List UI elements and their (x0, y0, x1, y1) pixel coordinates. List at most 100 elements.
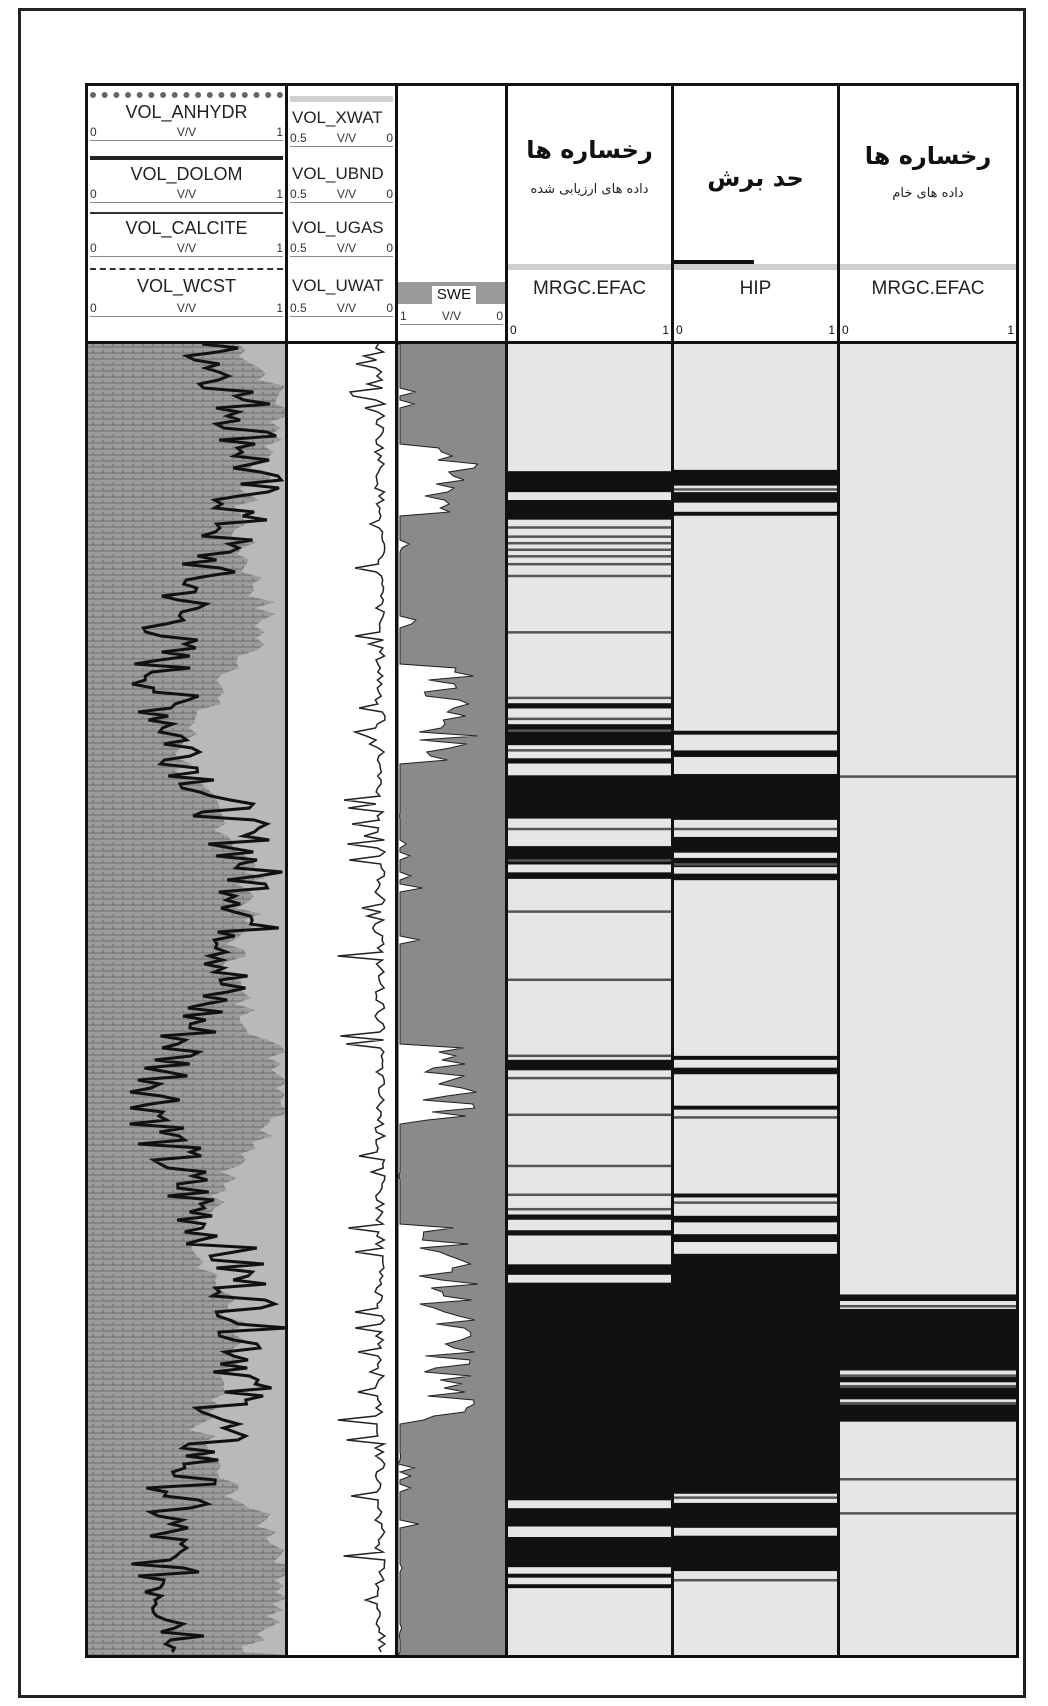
facies-boundary-line (674, 1201, 837, 1204)
facies-boundary-line (508, 859, 671, 862)
scale-unit: V/V (176, 187, 197, 201)
facies-boundary-line (508, 1207, 671, 1211)
facies-band (508, 1230, 671, 1236)
facies-boundary-line (508, 548, 671, 552)
curve-name: VOL_UBND (292, 164, 384, 183)
facies-band (508, 1584, 671, 1589)
facies-boundary-line (508, 696, 671, 700)
cutoff-body (674, 344, 837, 1655)
facies-boundary-line (840, 1512, 1016, 1515)
facies-band (508, 1214, 671, 1220)
facies-band (840, 1294, 1016, 1302)
facies-band (674, 1502, 837, 1528)
scale-unit: V/V (336, 301, 357, 315)
scale-max: 1 (828, 323, 835, 337)
facies-band (674, 469, 837, 486)
facies-boundary-line (674, 1496, 837, 1499)
curve-scale: 0 V/V 1 (90, 186, 283, 203)
facies-band (674, 750, 837, 757)
swe-header: SWE 1 V/V 0 (398, 86, 505, 344)
facies-boundary-line (840, 1401, 1016, 1405)
lithology-header: VOL_ANHYDR 0 V/V 1 VOL_DOLOM 0 V/V 1 VOL… (88, 86, 285, 344)
facies-band (840, 1308, 1016, 1371)
facies-band (674, 511, 837, 516)
anhydrite-area (175, 344, 285, 1655)
scale-min: 0 (676, 323, 683, 337)
facies-boundary-line (508, 541, 671, 545)
cutoff-bands (674, 344, 837, 1655)
facies-band (674, 836, 837, 853)
cutoff-track: حد برش HIP 0 1 (674, 86, 840, 1655)
lithology-track: VOL_ANHYDR 0 V/V 1 VOL_DOLOM 0 V/V 1 VOL… (88, 86, 288, 1655)
curve-scale: 0 V/V 1 (90, 240, 283, 257)
facies-boundary-line (840, 775, 1016, 778)
curve-mnemonic: MRGC.EFAC (840, 264, 1016, 300)
scale-max: 0 (386, 131, 393, 145)
facies-band (508, 1508, 671, 1527)
facies-band (508, 471, 671, 493)
figure-frame: VOL_ANHYDR 0 V/V 1 VOL_DOLOM 0 V/V 1 VOL… (18, 8, 1026, 1698)
track-background (840, 344, 1016, 1655)
facies-band (508, 703, 671, 709)
facies-boundary-line (508, 1193, 671, 1197)
facies-boundary-line (508, 1076, 671, 1080)
facies-band (840, 1404, 1016, 1422)
curve-name: VOL_WCST (136, 276, 237, 296)
facies-raw-bands (840, 344, 1016, 1655)
facies-band (674, 1215, 837, 1223)
fluids-curve (337, 344, 388, 1653)
facies-band (508, 1537, 671, 1568)
curve-mnemonic: HIP (674, 264, 837, 300)
curve-scale: 0 1 (510, 322, 669, 338)
facies-boundary-line (508, 1164, 671, 1168)
scale-unit: V/V (336, 187, 357, 201)
facies-boundary-line (508, 827, 671, 831)
curve-name: VOL_UGAS (292, 218, 384, 237)
facies-band (674, 774, 837, 820)
facies-evaluated-body (508, 344, 671, 1655)
facies-raw-track: رخساره ها داده های خام MRGC.EFAC 0 1 (840, 86, 1016, 1655)
scale-min: 0.5 (290, 301, 307, 315)
facies-boundary-line (840, 1304, 1016, 1308)
track-subtitle: داده های ارزیابی شده (530, 182, 649, 197)
scale-unit: V/V (176, 301, 197, 315)
scale-unit: V/V (176, 125, 197, 139)
scale-max: 1 (276, 125, 283, 139)
facies-band (674, 1253, 837, 1494)
dolomite-line (90, 156, 283, 160)
xwat-line (290, 96, 393, 102)
scale-max: 1 (276, 301, 283, 315)
facies-band (508, 872, 671, 879)
swe-curve (398, 344, 505, 1655)
facies-boundary-line (674, 863, 837, 866)
swe-spikes (398, 344, 479, 1655)
facies-boundary-line (840, 1478, 1016, 1481)
curve-scale: 1 V/V 0 (400, 308, 503, 325)
scale-unit: V/V (336, 131, 357, 145)
facies-boundary-line (508, 717, 671, 721)
facies-boundary-line (674, 488, 837, 491)
facies-band (674, 857, 837, 868)
scale-max: 0 (386, 187, 393, 201)
facies-boundary-line (508, 535, 671, 538)
facies-band (508, 1264, 671, 1275)
curve-mnemonic: MRGC.EFAC (508, 264, 671, 300)
scale-max: 0 (386, 301, 393, 315)
facies-band (840, 1377, 1016, 1383)
facies-boundary-line (674, 827, 837, 831)
facies-evaluated-track: رخساره ها داده های ارزیابی شده MRGC.EFAC… (508, 86, 674, 1655)
scale-min: 0 (90, 125, 97, 139)
swe-fill (398, 344, 505, 1655)
scale-min: 0.5 (290, 187, 307, 201)
facies-band (508, 1059, 671, 1071)
facies-boundary-line (508, 562, 671, 566)
facies-boundary-line (674, 1578, 837, 1582)
scale-unit: V/V (441, 309, 462, 323)
swe-body (398, 344, 505, 1655)
curve-scale: 0.5 V/V 0 (290, 186, 393, 203)
lithology-body (88, 344, 285, 1655)
facies-band (674, 873, 837, 881)
anhydrite-line (90, 92, 283, 98)
curve-scale: 0 V/V 1 (90, 300, 283, 317)
facies-raw-body (840, 344, 1016, 1655)
